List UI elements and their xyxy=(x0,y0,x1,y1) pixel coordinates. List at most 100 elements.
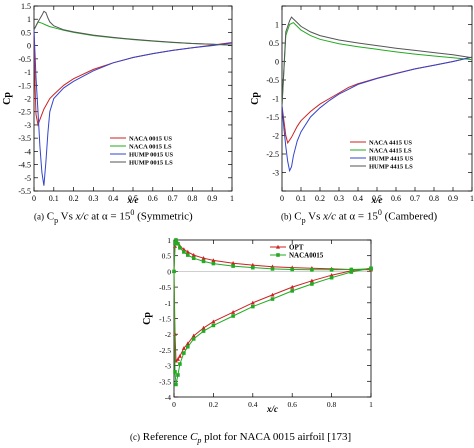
series-point xyxy=(191,333,196,338)
x-tick-label: 0.6 xyxy=(288,400,298,409)
series-point xyxy=(270,297,275,301)
legend-label: NACA 4415 LS xyxy=(369,148,412,155)
series-point xyxy=(231,310,236,314)
x-tick-label: 0.7 xyxy=(410,194,420,203)
x-tick-label: 0 xyxy=(172,400,176,409)
series-point xyxy=(211,323,216,328)
caption-b-mid: Vs xyxy=(305,210,324,223)
caption-a-var: x/c xyxy=(75,210,89,223)
legend-label: HUMP 0015 LS xyxy=(129,160,173,167)
x-tick-label: 0.8 xyxy=(327,400,337,409)
series-point xyxy=(251,304,255,309)
legend-marker xyxy=(276,244,280,249)
series-point xyxy=(181,346,186,350)
series-point xyxy=(185,344,190,349)
series-point xyxy=(329,275,334,280)
x-tick-label: 0.2 xyxy=(69,194,79,203)
series-point xyxy=(250,262,255,267)
series-point xyxy=(178,246,182,250)
series-point xyxy=(191,252,196,257)
series-point xyxy=(174,382,178,387)
series-point xyxy=(211,258,216,263)
series-point xyxy=(181,247,186,252)
chart-a: 0 0.1 0.2 0.3 0.4 0.5 0.6 0.7 0.8 0.9 1 1.5 1 0.5 0 -0.… xyxy=(2,2,234,205)
series-point xyxy=(201,325,206,330)
y-tick-label: -2.5 xyxy=(159,346,171,355)
series-point xyxy=(177,353,182,358)
y-axis-label: Cp xyxy=(250,92,261,105)
legend-label: NACA 0015 US xyxy=(129,136,172,143)
y-tick-label: -0.5 xyxy=(18,55,31,64)
y-tick-label: -3 xyxy=(272,169,279,178)
caption-b: (b) Cp Vs x/c at α = 150 (Cambered) xyxy=(281,208,437,225)
x-tick-label: 0.8 xyxy=(187,194,197,203)
caption-a-text: C xyxy=(44,210,55,223)
x-tick-label: 0.3 xyxy=(88,194,98,203)
series-point xyxy=(176,373,180,377)
x-tick-label: 0.4 xyxy=(108,194,118,203)
series-line-1 xyxy=(33,21,233,46)
x-tick-label: 0.2 xyxy=(315,194,325,203)
series-line-3 xyxy=(281,16,473,106)
legend-label: NACA0015 xyxy=(289,252,324,260)
series-point xyxy=(270,292,275,297)
x-axis-label: x/c xyxy=(266,404,278,414)
y-tick-label: -5 xyxy=(24,174,31,183)
y-tick-label: -1.5 xyxy=(159,315,171,324)
series-point xyxy=(290,284,295,289)
y-tick-label: -1 xyxy=(24,68,31,77)
series-point xyxy=(329,268,334,272)
y-tick-label: -5.5 xyxy=(18,187,31,196)
caption-b-sub: p xyxy=(301,215,306,225)
series-point xyxy=(231,314,235,318)
caption-b-sup: 0 xyxy=(377,208,382,217)
y-tick-label: -4 xyxy=(24,147,31,156)
y-tick-label: -2 xyxy=(272,132,279,141)
series-point xyxy=(175,357,180,361)
x-tick-label: 0.3 xyxy=(334,194,344,203)
caption-a-sub: p xyxy=(54,215,59,225)
series-point xyxy=(309,278,314,283)
y-axis-label: Cp xyxy=(142,312,153,325)
x-tick-label: 0.6 xyxy=(391,194,401,203)
x-tick-label: 0.5 xyxy=(372,194,382,203)
series-point xyxy=(251,265,255,270)
y-tick-label: -1.5 xyxy=(266,113,279,122)
x-tick-label: 0 xyxy=(280,194,284,203)
series-line-3 xyxy=(33,10,233,46)
y-tick-label: -4.5 xyxy=(18,161,31,170)
chart-b: 0 0.1 0.2 0.3 0.4 0.5 0.6 0.7 0.8 0.9 1 1 0.5 0 -0.5 -1… xyxy=(250,5,474,205)
y-tick-label: -3.5 xyxy=(18,134,31,143)
series-point xyxy=(191,256,196,261)
series-point xyxy=(231,261,236,265)
series-point xyxy=(185,341,190,346)
caption-b-prefix: (b) xyxy=(281,211,292,222)
caption-b-end: (Cambered) xyxy=(381,210,438,223)
legend-label: NACA 4415 US xyxy=(369,140,412,147)
x-tick-label: 0.9 xyxy=(207,194,217,203)
series-point xyxy=(250,300,255,305)
x-tick-label: 1 xyxy=(470,194,474,203)
x-tick-label: 0.4 xyxy=(353,194,363,203)
series-line-1 xyxy=(281,21,473,106)
y-tick-label: 0 xyxy=(275,58,279,67)
series-point xyxy=(201,259,206,264)
caption-c-end: plot for NACA 0015 airfoil [173] xyxy=(201,431,352,443)
series-point xyxy=(369,267,373,271)
y-tick-label: -2 xyxy=(165,330,171,339)
series-point xyxy=(310,282,314,286)
y-tick-label: 0 xyxy=(167,267,171,276)
series-point xyxy=(172,269,176,274)
series-point xyxy=(182,250,186,254)
x-axis-label: x/c xyxy=(127,195,139,205)
caption-a-sup: 0 xyxy=(130,208,135,217)
legend-label: HUMP 0015 US xyxy=(129,152,173,159)
caption-c-sub: p xyxy=(197,436,202,446)
series-line-0 xyxy=(281,56,473,145)
x-tick-label: 0 xyxy=(32,194,36,203)
series-line-2 xyxy=(33,29,233,186)
chart-c: 0 0.2 0.4 0.6 0.8 1 1 0.5 0 -0.5 -1 -1.5 -2 -2.5 -3 -3.… xyxy=(142,236,373,414)
caption-c-text: Reference xyxy=(140,431,191,443)
caption-a-end: (Symmetric) xyxy=(134,210,193,223)
legend-label: HUMP 4415 US xyxy=(369,156,413,163)
